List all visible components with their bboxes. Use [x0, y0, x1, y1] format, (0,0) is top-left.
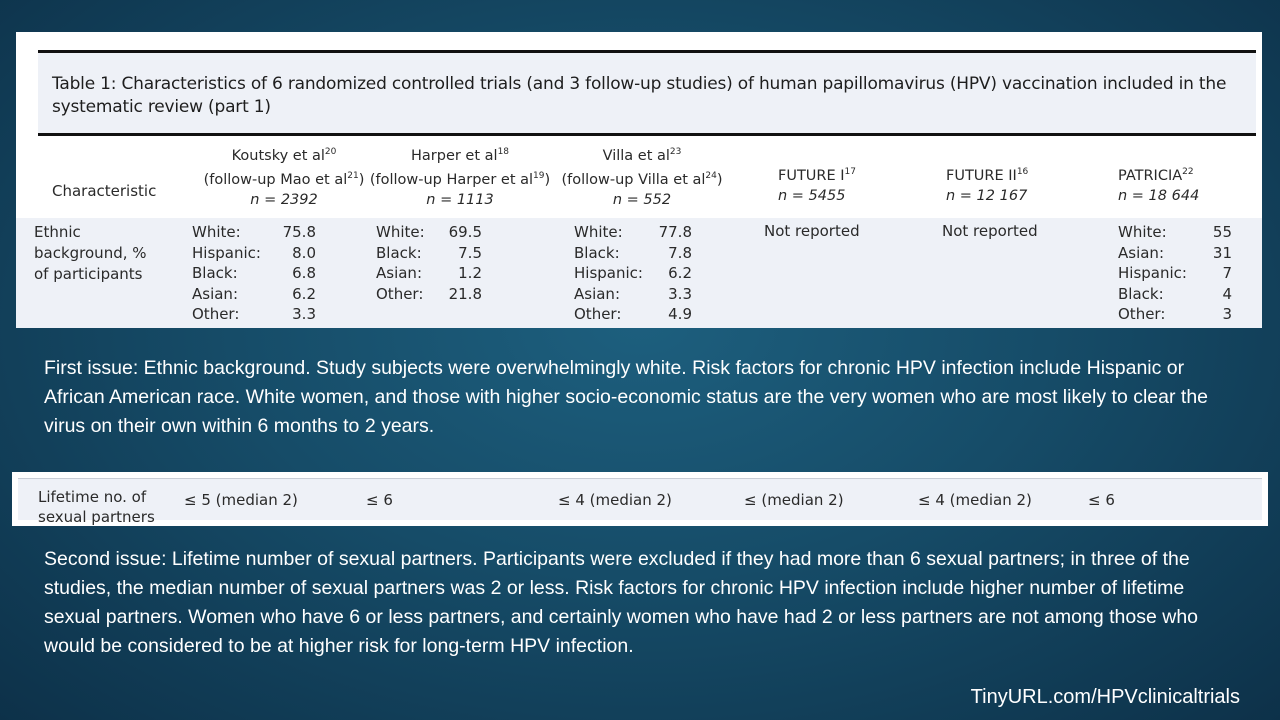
issue-2-text: Second issue: Lifetime number of sexual … [44, 548, 1199, 657]
ethnic-row: Black: 7.8 [574, 243, 692, 262]
partners-value-patricia: ≤ 6 [1088, 491, 1115, 509]
row-label-ethnic-background: Ethnic background, % of participants [34, 223, 147, 283]
ethnic-values-koutsky: White: 75.8 Hispanic: 8.0 Black: 6.8 Asian:… [192, 222, 316, 325]
ethnic-values-harper: White: 69.5 Black: 7.5 Asian: 1.2 Other: 21.… [376, 222, 482, 304]
ethnic-values-villa: White: 77.8 Black: 7.8 Hispanic: 6.2 Asian:… [574, 222, 692, 325]
ethnic-row: Black: 4 [1118, 284, 1232, 303]
characteristic-header: Characteristic [52, 182, 157, 200]
column-header-koutsky: Koutsky et al20 (follow-up Mao et al21) … [203, 147, 365, 208]
future-1-not-reported: Not reported [764, 222, 860, 240]
column-header-patricia: PATRICIA22 n = 18 644 [1118, 167, 1200, 204]
partners-value-koutsky: ≤ 5 (median 2) [184, 491, 298, 509]
column-header-harper: Harper et al18 (follow-up Harper et al19… [369, 147, 551, 208]
ethnic-row: Hispanic: 8.0 [192, 243, 316, 262]
ethnic-row: Asian: 1.2 [376, 264, 482, 282]
table-1-image: Table 1: Characteristics of 6 randomized… [16, 32, 1262, 328]
ethnic-row: Asian: 3.3 [574, 284, 692, 303]
ethnic-row: Asian: 31 [1118, 243, 1232, 262]
partners-value-villa: ≤ 4 (median 2) [558, 491, 672, 509]
column-header-future-2: FUTURE II16 n = 12 167 [946, 167, 1029, 204]
ethnic-row: White: 69.5 [376, 223, 482, 241]
table-title-bar: Table 1: Characteristics of 6 randomized… [38, 50, 1256, 136]
ethnic-row: White: 55 [1118, 223, 1232, 241]
ethnic-row: Hispanic: 6.2 [574, 264, 692, 282]
ethnic-row: White: 75.8 [192, 223, 316, 241]
ethnic-row: Other: 21.8 [376, 284, 482, 303]
partners-row-label: Lifetime no. of sexual partners [38, 488, 155, 526]
ethnic-row: Hispanic: 7 [1118, 264, 1232, 282]
issue-1-text: First issue: Ethnic background. Study su… [44, 357, 1209, 437]
future-2-not-reported: Not reported [942, 222, 1038, 240]
table-body-band [16, 218, 1262, 328]
partners-value-harper: ≤ 6 [366, 491, 393, 509]
partners-table-image: Lifetime no. of sexual partners ≤ 5 (med… [12, 472, 1268, 526]
ethnic-row: White: 77.8 [574, 223, 692, 241]
ethnic-row: Other: 3.3 [192, 305, 316, 323]
ethnic-values-patricia: White: 55 Asian: 31 Hispanic: 7 Black: 4 Oth… [1118, 222, 1232, 325]
partners-value-future-2: ≤ 4 (median 2) [918, 491, 1032, 509]
ethnic-row: Black: 6.8 [192, 264, 316, 282]
column-header-future-1: FUTURE I17 n = 5455 [778, 167, 856, 204]
footer-url[interactable]: TinyURL.com/HPVclinicaltrials [970, 686, 1240, 708]
ethnic-row: Other: 3 [1118, 305, 1232, 323]
ethnic-row: Asian: 6.2 [192, 284, 316, 303]
column-header-villa: Villa et al23 (follow-up Villa et al24) … [561, 147, 723, 208]
partners-value-future-1: ≤ (median 2) [744, 491, 844, 509]
ethnic-row: Other: 4.9 [574, 305, 692, 323]
partners-row-band: Lifetime no. of sexual partners ≤ 5 (med… [18, 478, 1262, 526]
table-title: Table 1: Characteristics of 6 randomized… [52, 74, 1227, 117]
ethnic-row: Black: 7.5 [376, 243, 482, 262]
